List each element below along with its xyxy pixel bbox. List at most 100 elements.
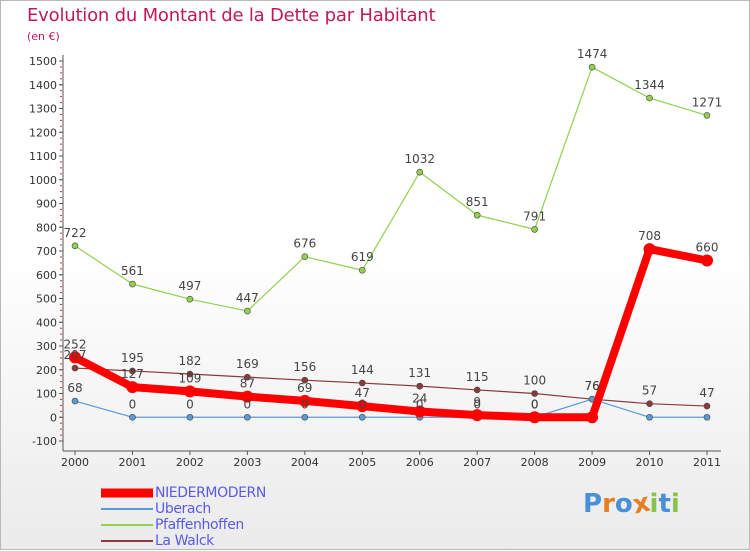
data-label: 144 [351,363,374,377]
data-label: 851 [466,195,489,209]
data-label: 0 [358,397,366,411]
data-point [186,295,194,303]
data-label: 156 [293,360,316,374]
data-point [298,394,311,407]
data-label: 0 [129,397,137,411]
legend-item: Pfaffenhoffen [101,517,361,533]
data-point [413,405,426,418]
data-label: 0 [186,397,194,411]
data-point [244,413,251,421]
data-label: 87 [240,377,255,391]
data-label: 100 [523,374,546,388]
data-point [301,413,309,421]
y-tick-label: 1500 [29,55,57,68]
x-tick-label: 2002 [176,456,204,469]
logo-letter: t [658,489,671,519]
data-label: 0 [416,397,424,411]
y-tick-label: -100 [32,435,57,448]
y-tick-label: 800 [36,221,57,234]
x-tick-label: 2004 [291,456,319,469]
x-tick-label: 2009 [578,456,606,469]
legend-swatch [101,508,153,510]
legend-item: NIEDERMODERN [101,485,361,501]
y-tick-label: 900 [36,198,57,211]
data-label: 131 [408,366,431,380]
data-point [646,400,653,408]
chart-title: Evolution du Montant de la Dette par Hab… [27,5,436,26]
data-point [531,390,538,397]
data-label: 169 [236,357,259,371]
data-point [531,226,538,233]
data-point [473,211,481,219]
y-tick-label: 600 [36,269,57,282]
y-tick-label: 1100 [29,150,57,163]
y-tick-label: 1000 [29,174,57,187]
data-point [244,307,251,315]
legend-label: Pfaffenhoffen [155,517,244,533]
y-tick-label: 100 [36,388,57,401]
data-label: 9 [473,395,481,409]
data-point [703,112,711,119]
data-label: 69 [297,381,312,395]
data-point [701,254,713,267]
legend-label: NIEDERMODERN [155,485,266,501]
series-line-niedermodern [71,245,711,422]
data-label: 791 [523,209,546,223]
data-point [301,253,309,260]
data-point [471,409,484,422]
y-tick-label: 300 [36,340,57,353]
legend-swatch [101,488,153,498]
y-tick-label: 1400 [29,79,57,92]
data-point [301,376,309,384]
y-tick-label: 1300 [29,103,57,116]
data-point [129,367,136,375]
data-label: 0 [473,397,481,411]
data-label: 1271 [692,95,723,109]
y-tick-label: 200 [36,364,57,377]
data-point [643,243,656,256]
x-tick-label: 2008 [521,456,549,469]
data-label: 619 [351,250,374,264]
logo-letter: P [583,489,603,519]
data-label: 47 [355,386,370,400]
data-point [129,280,136,288]
x-tick-label: 2003 [233,456,261,469]
data-label: 676 [293,237,316,251]
data-point [183,385,196,398]
data-label: 57 [642,384,657,398]
data-label: 561 [121,264,144,278]
data-label: 115 [466,370,489,384]
series-line-uberach [74,398,708,418]
y-tick-label: 500 [36,293,57,306]
legend-item: Uberach [101,501,361,517]
data-label: 24 [412,392,427,406]
chart-unit-label: (en €) [27,30,60,43]
series-line-pfaffenhoffen [74,66,708,312]
data-label: 497 [178,279,201,293]
logo-letter: r [602,489,615,519]
logo-letter: o [614,489,633,519]
data-point [473,386,481,394]
data-point [588,63,596,71]
logo-letter: i [670,489,680,519]
y-tick-label: 1200 [29,126,57,139]
data-point [126,381,139,394]
x-tick-label: 2011 [693,456,721,469]
y-tick-label: 0 [50,411,57,424]
data-point [528,411,541,424]
data-point [358,266,366,274]
chart-legend: NIEDERMODERN Uberach Pfaffenhoffen La Walck [101,485,361,549]
data-point [186,370,194,378]
data-label: 0 [531,397,539,411]
legend-item: La Walck [101,533,361,549]
proxiti-logo: Proxiti [583,488,680,521]
data-label: 1032 [404,152,435,166]
x-tick-label: 2007 [463,456,491,469]
data-label: 195 [121,351,144,365]
data-point [358,379,366,387]
legend-swatch [101,524,153,526]
data-label: 1344 [634,78,665,92]
data-point [186,413,194,421]
data-label: 207 [64,348,87,362]
